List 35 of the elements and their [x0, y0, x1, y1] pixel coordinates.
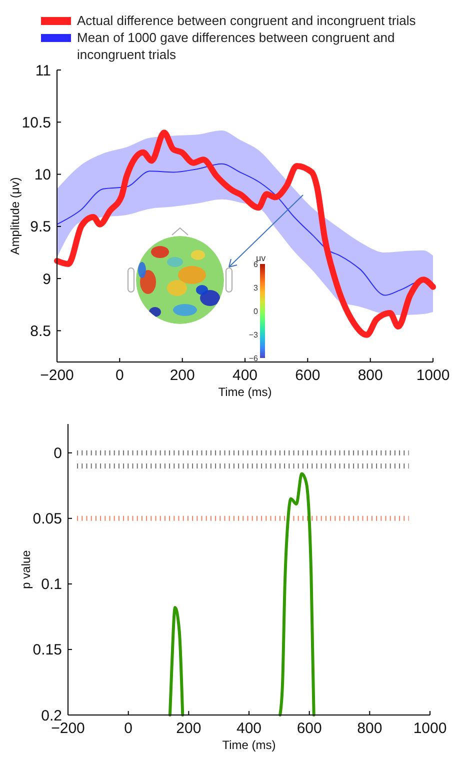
y-tick-label: 10 — [34, 166, 51, 184]
y-axis-title: Amplitude (μv) — [8, 177, 22, 255]
annotation: 3 — [254, 283, 259, 292]
x-tick-label: 800 — [357, 720, 382, 737]
y-tick-label: 0.05 — [32, 510, 62, 528]
x-tick-label: 1000 — [416, 367, 450, 384]
legend-label: Actual difference between congruent and incongruent trials — [77, 13, 416, 28]
x-tick-label: 400 — [232, 367, 258, 384]
x-axis-title: Time (ms) — [222, 738, 276, 752]
y-tick-label: 10.5 — [22, 114, 51, 132]
x-tick-label: 400 — [236, 720, 262, 737]
y-tick-label: 8.5 — [30, 322, 51, 340]
x-tick-label: 0 — [124, 720, 133, 737]
y-tick-label: 0.1 — [41, 576, 62, 594]
x-tick-label: 200 — [170, 367, 195, 384]
y-tick-label: 9.5 — [30, 218, 51, 236]
annotation: −3 — [248, 330, 259, 340]
x-tick-label: 0 — [115, 367, 124, 384]
x-tick-label: 600 — [296, 720, 322, 737]
x-tick-label: 800 — [358, 367, 383, 384]
y-tick-label: 11 — [35, 62, 51, 80]
annotation: 0 — [254, 306, 259, 316]
annotation: μv — [256, 253, 266, 263]
annotation: −6 — [248, 354, 259, 363]
legend-label: Mean of 1000 gave differences between congruent and incongruent trials — [77, 30, 395, 62]
y-tick-label: 0 — [54, 445, 62, 462]
x-tick-label: 600 — [295, 367, 320, 384]
x-tick-label: 200 — [176, 720, 202, 737]
x-tick-label: 1000 — [413, 720, 447, 737]
y-tick-label: 0.15 — [32, 642, 62, 659]
annotation: 6 — [254, 260, 259, 269]
y-tick-label: 9 — [42, 270, 51, 288]
x-axis-title: Time (ms) — [218, 385, 272, 399]
x-tick-label: −200 — [40, 367, 74, 384]
y-axis-title: p value — [19, 550, 33, 589]
